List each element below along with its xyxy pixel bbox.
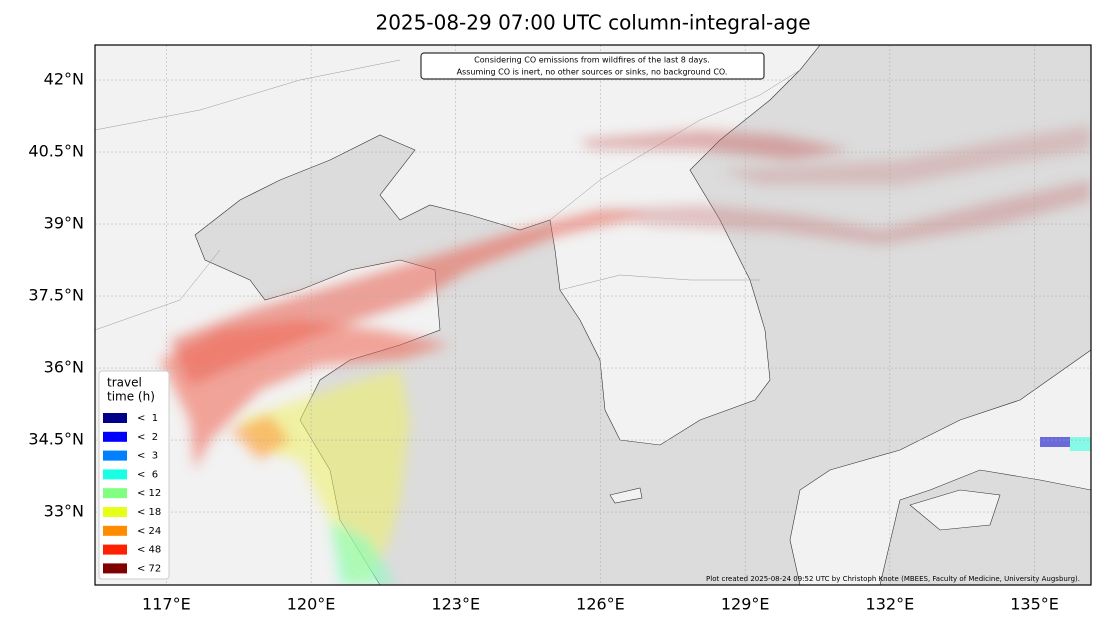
y-tick-label: 37.5°N (28, 286, 84, 305)
x-tick-label: 123°E (431, 595, 480, 614)
y-tick-label: 36°N (44, 358, 84, 377)
smoke-plume (160, 125, 1091, 585)
x-tick-label: 120°E (287, 595, 336, 614)
legend-swatch (103, 469, 127, 480)
legend-label: < 2 (137, 432, 158, 443)
x-tick-label: 135°E (1010, 595, 1059, 614)
legend-swatch (103, 450, 127, 461)
legend-swatch (103, 431, 127, 442)
legend-title: travel (107, 376, 142, 390)
legend-swatch (103, 525, 127, 536)
x-tick-label: 129°E (721, 595, 770, 614)
legend-label: < 12 (137, 488, 161, 499)
map-area (95, 45, 1091, 585)
island (609, 487, 643, 504)
plume-spot (1040, 437, 1070, 447)
japan (789, 349, 1091, 585)
legend-swatch (103, 413, 127, 423)
legend-label: < 24 (137, 526, 161, 537)
legend-swatch (103, 488, 127, 499)
legend-label: < 1 (137, 413, 158, 424)
legend-label: < 48 (137, 545, 161, 556)
legend-label: < 6 (137, 469, 158, 480)
annotation: Considering CO emissions from wildfires … (420, 52, 765, 80)
credit: Plot created 2025-08-24 09:52 UTC by Chr… (706, 575, 1080, 583)
annotation-line: Considering CO emissions from wildfires … (474, 56, 710, 65)
frame (94, 44, 1092, 586)
x-tick-label: 117°E (142, 595, 191, 614)
y-tick-label: 34.5°N (28, 430, 84, 449)
title: 2025-08-29 07:00 UTC column-integral-age (375, 11, 810, 35)
shikoku (909, 489, 1001, 531)
legend-title: time (h) (107, 390, 155, 404)
plume-spot (1070, 437, 1091, 451)
y-tick-label: 42°N (44, 70, 84, 89)
y-tick-label: 40.5°N (28, 142, 84, 161)
legend-swatch (103, 563, 127, 574)
x-tick-label: 132°E (866, 595, 915, 614)
legend-label: < 3 (137, 451, 158, 462)
legend-swatch (103, 544, 127, 555)
x-tick-label: 126°E (576, 595, 625, 614)
annotation-line: Assuming CO is inert, no other sources o… (457, 68, 728, 77)
legend-label: < 18 (137, 507, 161, 518)
legend-swatch (103, 507, 127, 517)
annotation-box (420, 52, 765, 80)
y-tick-label: 33°N (44, 502, 84, 521)
legend-label: < 72 (137, 563, 161, 574)
y-tick-label: 39°N (44, 214, 84, 233)
